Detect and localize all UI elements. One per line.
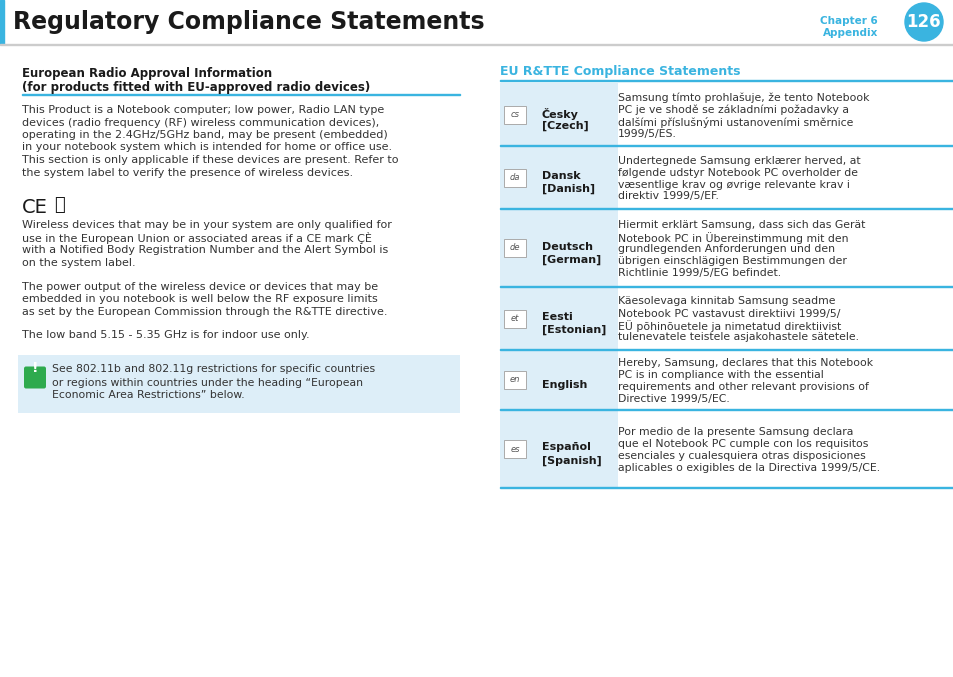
Bar bbox=[0, 44, 953, 45]
Text: følgende udstyr Notebook PC overholder de: følgende udstyr Notebook PC overholder d… bbox=[618, 167, 857, 177]
Text: Por medio de la presente Samsung declara: Por medio de la presente Samsung declara bbox=[618, 427, 853, 437]
FancyBboxPatch shape bbox=[503, 440, 525, 458]
Bar bbox=[499, 350, 618, 410]
Text: EU R&TTE Compliance Statements: EU R&TTE Compliance Statements bbox=[499, 65, 740, 78]
Text: [Danish]: [Danish] bbox=[541, 184, 595, 194]
Text: Richtlinie 1999/5/EG befindet.: Richtlinie 1999/5/EG befindet. bbox=[618, 268, 781, 278]
Text: use in the European Union or associated areas if a CE mark ÇÈ: use in the European Union or associated … bbox=[22, 232, 372, 244]
Text: 1999/5/ES.: 1999/5/ES. bbox=[618, 129, 677, 139]
Text: de: de bbox=[509, 244, 519, 253]
Text: in your notebook system which is intended for home or office use.: in your notebook system which is intende… bbox=[22, 142, 392, 152]
Text: devices (radio frequency (RF) wireless communication devices),: devices (radio frequency (RF) wireless c… bbox=[22, 118, 379, 127]
Text: PC is in compliance with the essential: PC is in compliance with the essential bbox=[618, 370, 822, 380]
Text: requirements and other relevant provisions of: requirements and other relevant provisio… bbox=[618, 382, 868, 392]
Text: grundlegenden Anforderungen und den: grundlegenden Anforderungen und den bbox=[618, 244, 834, 254]
Text: !: ! bbox=[31, 362, 38, 376]
FancyBboxPatch shape bbox=[503, 371, 525, 389]
Text: væsentlige krav og øvrige relevante krav i: væsentlige krav og øvrige relevante krav… bbox=[618, 179, 849, 190]
Text: This section is only applicable if these devices are present. Refer to: This section is only applicable if these… bbox=[22, 155, 398, 165]
Text: European Radio Approval Information: European Radio Approval Information bbox=[22, 67, 272, 80]
Bar bbox=[499, 145, 953, 146]
Text: 126: 126 bbox=[905, 13, 941, 31]
Text: Eesti: Eesti bbox=[541, 312, 572, 322]
Text: The power output of the wireless device or devices that may be: The power output of the wireless device … bbox=[22, 282, 377, 292]
Text: EÜ põhinõuetele ja nimetatud direktiivist: EÜ põhinõuetele ja nimetatud direktiivis… bbox=[618, 320, 841, 332]
Text: Dansk: Dansk bbox=[541, 171, 580, 181]
Text: the system label to verify the presence of wireless devices.: the system label to verify the presence … bbox=[22, 167, 353, 177]
Text: Notebook PC vastavust direktiivi 1999/5/: Notebook PC vastavust direktiivi 1999/5/ bbox=[618, 309, 840, 318]
Bar bbox=[499, 146, 618, 209]
Text: Economic Area Restrictions” below.: Economic Area Restrictions” below. bbox=[52, 391, 244, 401]
FancyBboxPatch shape bbox=[503, 169, 525, 186]
Bar bbox=[499, 80, 953, 81]
Text: esenciales y cualesquiera otras disposiciones: esenciales y cualesquiera otras disposic… bbox=[618, 451, 864, 461]
Text: Česky: Česky bbox=[541, 108, 578, 120]
FancyBboxPatch shape bbox=[503, 239, 525, 257]
Bar bbox=[499, 487, 953, 488]
Text: da: da bbox=[509, 173, 519, 182]
Bar bbox=[22, 94, 459, 95]
Text: PC je ve shodě se základními požadavky a: PC je ve shodě se základními požadavky a bbox=[618, 104, 848, 115]
Text: Regulatory Compliance Statements: Regulatory Compliance Statements bbox=[13, 10, 484, 34]
Bar bbox=[499, 83, 618, 146]
Text: on the system label.: on the system label. bbox=[22, 257, 135, 267]
Text: que el Notebook PC cumple con los requisitos: que el Notebook PC cumple con los requis… bbox=[618, 439, 867, 449]
Bar bbox=[499, 410, 618, 488]
Bar bbox=[0, 0, 4, 44]
Text: Hiermit erklärt Samsung, dass sich das Gerät: Hiermit erklärt Samsung, dass sich das G… bbox=[618, 220, 864, 230]
Text: embedded in you notebook is well below the RF exposure limits: embedded in you notebook is well below t… bbox=[22, 294, 377, 305]
Text: This Product is a Notebook computer; low power, Radio LAN type: This Product is a Notebook computer; low… bbox=[22, 105, 384, 115]
Text: Samsung tímto prohlašuje, že tento Notebook: Samsung tímto prohlašuje, že tento Noteb… bbox=[618, 93, 868, 103]
Text: Undertegnede Samsung erklærer herved, at: Undertegnede Samsung erklærer herved, at bbox=[618, 156, 860, 165]
Text: ⓘ: ⓘ bbox=[54, 196, 65, 214]
Text: Wireless devices that may be in your system are only qualified for: Wireless devices that may be in your sys… bbox=[22, 220, 392, 230]
Bar bbox=[499, 349, 953, 350]
Text: direktiv 1999/5/EF.: direktiv 1999/5/EF. bbox=[618, 192, 719, 202]
Text: Deutsch: Deutsch bbox=[541, 242, 593, 251]
Circle shape bbox=[904, 3, 942, 41]
Bar bbox=[499, 287, 618, 350]
Text: cs: cs bbox=[510, 110, 519, 119]
Text: [Czech]: [Czech] bbox=[541, 121, 588, 131]
Text: tulenevatele teistele asjakohastele sätetele.: tulenevatele teistele asjakohastele säte… bbox=[618, 332, 858, 343]
Bar bbox=[0, 0, 953, 44]
FancyBboxPatch shape bbox=[24, 366, 46, 389]
Text: as set by the European Commission through the R&TTE directive.: as set by the European Commission throug… bbox=[22, 307, 387, 317]
Text: aplicables o exigibles de la Directiva 1999/5/CE.: aplicables o exigibles de la Directiva 1… bbox=[618, 463, 880, 473]
Text: Notebook PC in Übereinstimmung mit den: Notebook PC in Übereinstimmung mit den bbox=[618, 232, 847, 244]
Text: Chapter 6: Chapter 6 bbox=[820, 16, 877, 26]
Text: See 802.11b and 802.11g restrictions for specific countries: See 802.11b and 802.11g restrictions for… bbox=[52, 364, 375, 374]
Bar bbox=[499, 209, 618, 287]
Bar bbox=[18, 355, 459, 412]
Bar bbox=[499, 409, 953, 410]
Text: The low band 5.15 - 5.35 GHz is for indoor use only.: The low band 5.15 - 5.35 GHz is for indo… bbox=[22, 330, 310, 339]
Text: English: English bbox=[541, 380, 587, 390]
FancyBboxPatch shape bbox=[503, 106, 525, 123]
Text: CE: CE bbox=[22, 198, 48, 217]
Text: Appendix: Appendix bbox=[821, 28, 877, 38]
Text: en: en bbox=[509, 376, 519, 385]
Text: Käesolevaga kinnitab Samsung seadme: Käesolevaga kinnitab Samsung seadme bbox=[618, 297, 835, 307]
Bar bbox=[499, 208, 953, 209]
Bar bbox=[499, 286, 953, 287]
Text: et: et bbox=[510, 314, 518, 323]
Text: dalšími příslušnými ustanoveními směrnice: dalšími příslušnými ustanoveními směrnic… bbox=[618, 116, 853, 127]
Text: es: es bbox=[510, 445, 519, 454]
Text: with a Notified Body Registration Number and the Alert Symbol is: with a Notified Body Registration Number… bbox=[22, 245, 388, 255]
Text: [Estonian]: [Estonian] bbox=[541, 325, 606, 335]
Text: Español: Español bbox=[541, 443, 590, 452]
Text: Hereby, Samsung, declares that this Notebook: Hereby, Samsung, declares that this Note… bbox=[618, 358, 872, 368]
Text: Directive 1999/5/EC.: Directive 1999/5/EC. bbox=[618, 394, 729, 404]
Text: operating in the 2.4GHz/5GHz band, may be present (embedded): operating in the 2.4GHz/5GHz band, may b… bbox=[22, 130, 387, 140]
Text: übrigen einschlägigen Bestimmungen der: übrigen einschlägigen Bestimmungen der bbox=[618, 256, 846, 266]
Text: [Spanish]: [Spanish] bbox=[541, 456, 601, 466]
Text: (for products fitted with EU-approved radio devices): (for products fitted with EU-approved ra… bbox=[22, 81, 370, 94]
Text: [German]: [German] bbox=[541, 255, 600, 265]
Text: or regions within countries under the heading “European: or regions within countries under the he… bbox=[52, 378, 363, 387]
FancyBboxPatch shape bbox=[503, 309, 525, 328]
